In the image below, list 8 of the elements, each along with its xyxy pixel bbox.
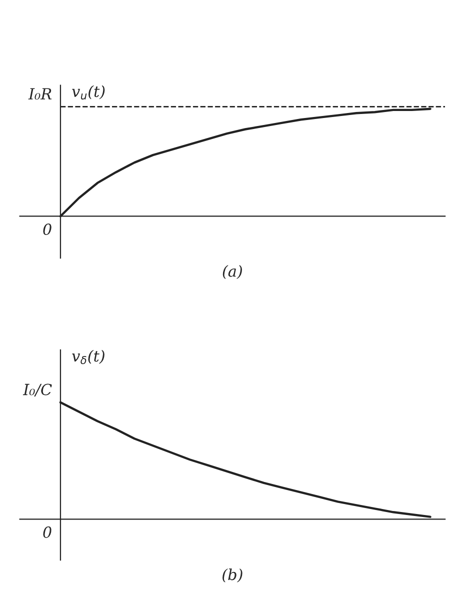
text: I₀/C bbox=[22, 384, 52, 396]
text: 0 bbox=[43, 526, 52, 538]
y-axis-title: v$_{δ}$(t) bbox=[72, 350, 104, 364]
text: 0 bbox=[43, 223, 52, 236]
y-axis-title: v$_{u}$(t) bbox=[72, 85, 105, 100]
text: I₀R bbox=[28, 88, 52, 100]
x-axis-title: (a) bbox=[222, 265, 242, 280]
x-axis-title: (b) bbox=[222, 568, 242, 582]
